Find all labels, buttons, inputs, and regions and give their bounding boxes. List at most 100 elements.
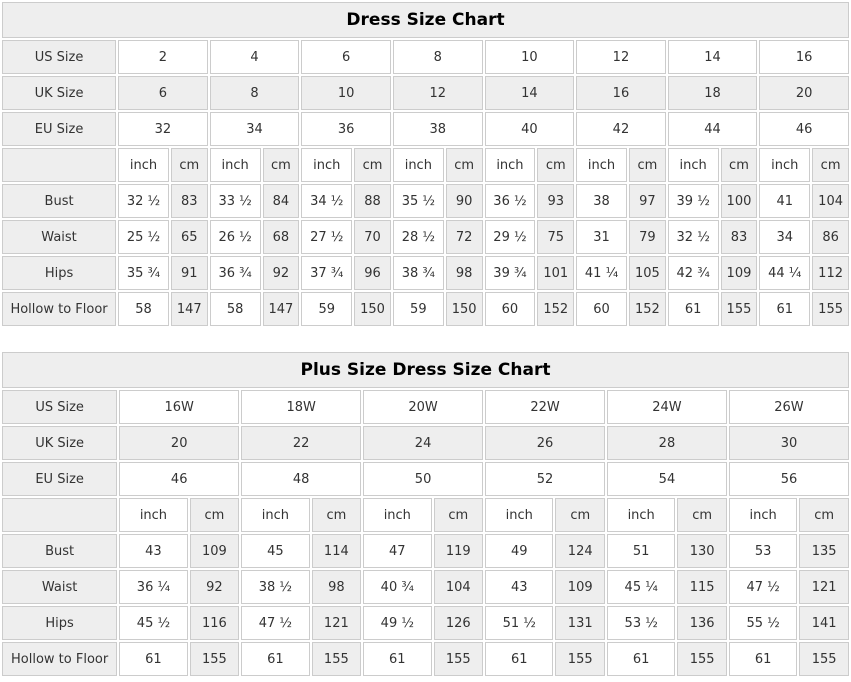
row-label: UK Size	[2, 76, 117, 110]
measure-cm-cell: 155	[677, 642, 727, 676]
row-label: UK Size	[2, 426, 118, 460]
measure-inch-cell: 28 ½	[392, 220, 444, 254]
measure-inch-cell: 47 ½	[728, 570, 798, 604]
measure-cm-cell: 155	[720, 292, 758, 326]
measure-cm-cell: 65	[170, 220, 208, 254]
measure-inch-cell: 53 ½	[606, 606, 676, 640]
measure-inch-cell: 47	[363, 534, 432, 568]
measure-inch-cell: 55 ½	[728, 606, 798, 640]
size-row: US Size 2 4 6 8 10 12 14 16	[2, 40, 849, 74]
size-value-cell: 26W	[728, 390, 849, 424]
measure-inch-cell: 40 ¾	[363, 570, 432, 604]
unit-inch-cell: inch	[484, 148, 536, 182]
measure-inch-cell: 59	[392, 292, 444, 326]
size-value-cell: 12	[576, 40, 666, 74]
measure-cm-cell: 155	[433, 642, 484, 676]
measure-cm-cell: 96	[354, 256, 391, 290]
table-body: US Size 2 4 6 8 10 12 14 16 UK Size 6 8 10 12 14 16 18 20…	[2, 40, 849, 326]
measure-inch-cell: 36 ¾	[209, 256, 261, 290]
row-label: Hollow to Floor	[2, 292, 117, 326]
unit-cm-cell: cm	[445, 148, 483, 182]
measure-cm-cell: 150	[445, 292, 483, 326]
unit-inch-cell: inch	[209, 148, 261, 182]
unit-cm-cell: cm	[170, 148, 208, 182]
unit-cm-cell: cm	[628, 148, 666, 182]
measure-inch-cell: 51	[606, 534, 676, 568]
measure-inch-cell: 61	[728, 642, 798, 676]
size-value-cell: 18	[667, 76, 758, 110]
measure-inch-cell: 41 ¼	[576, 256, 627, 290]
measure-cm-cell: 72	[445, 220, 483, 254]
measure-cm-cell: 135	[799, 534, 849, 568]
measure-cm-cell: 109	[720, 256, 758, 290]
measure-cm-cell: 97	[628, 184, 666, 218]
measure-cm-cell: 88	[354, 184, 391, 218]
measure-cm-cell: 141	[799, 606, 849, 640]
measure-cm-cell: 121	[799, 570, 849, 604]
measure-inch-cell: 32 ½	[118, 184, 169, 218]
measure-inch-cell: 36 ¼	[119, 570, 188, 604]
unit-inch-cell: inch	[576, 148, 627, 182]
row-label: Hips	[2, 606, 118, 640]
size-value-cell: 46	[119, 462, 240, 496]
measure-inch-cell: 32 ½	[667, 220, 719, 254]
size-row: US Size 16W 18W 20W 22W 24W 26W	[2, 390, 849, 424]
measure-row: Waist 36 ¼ 92 38 ½ 98 40 ¾ 104 43 109 45 ¼ 115 47 ½…	[2, 570, 849, 604]
unit-cm-cell: cm	[189, 498, 240, 532]
measure-inch-cell: 38 ½	[241, 570, 310, 604]
measure-cm-cell: 101	[537, 256, 575, 290]
unit-cm-cell: cm	[720, 148, 758, 182]
size-value-cell: 20	[759, 76, 849, 110]
measure-cm-cell: 130	[677, 534, 727, 568]
unit-header-row: inch cm inch cm inch cm inch cm inch cm inch cm inch…	[2, 148, 849, 182]
size-value-cell: 16	[576, 76, 666, 110]
measure-cm-cell: 109	[555, 570, 605, 604]
measure-inch-cell: 25 ½	[118, 220, 169, 254]
unit-inch-cell: inch	[301, 148, 353, 182]
unit-cm-cell: cm	[555, 498, 605, 532]
size-value-cell: 42	[576, 112, 666, 146]
size-value-cell: 6	[118, 76, 208, 110]
measure-inch-cell: 49 ½	[363, 606, 432, 640]
measure-cm-cell: 124	[555, 534, 605, 568]
size-value-cell: 56	[728, 462, 849, 496]
measure-inch-cell: 60	[484, 292, 536, 326]
measure-inch-cell: 61	[119, 642, 188, 676]
measure-cm-cell: 83	[720, 220, 758, 254]
size-value-cell: 44	[667, 112, 758, 146]
size-value-cell: 20	[119, 426, 240, 460]
measure-cm-cell: 91	[170, 256, 208, 290]
size-value-cell: 34	[209, 112, 300, 146]
measure-cm-cell: 100	[720, 184, 758, 218]
measure-cm-cell: 92	[189, 570, 240, 604]
row-label: Hollow to Floor	[2, 642, 118, 676]
measure-cm-cell: 155	[812, 292, 849, 326]
row-label: US Size	[2, 40, 117, 74]
unit-header-row: inch cm inch cm inch cm inch cm inch cm inch cm	[2, 498, 849, 532]
row-label-empty	[2, 148, 117, 182]
measure-inch-cell: 61	[759, 292, 811, 326]
unit-inch-cell: inch	[759, 148, 811, 182]
measure-inch-cell: 35 ¾	[118, 256, 169, 290]
size-value-cell: 16	[759, 40, 849, 74]
measure-cm-cell: 109	[189, 534, 240, 568]
unit-inch-cell: inch	[118, 148, 169, 182]
unit-cm-cell: cm	[433, 498, 484, 532]
table-body: US Size 16W 18W 20W 22W 24W 26W UK Size 20 22 24 26…	[2, 390, 849, 676]
measure-cm-cell: 114	[311, 534, 362, 568]
row-label: EU Size	[2, 462, 118, 496]
row-label: EU Size	[2, 112, 117, 146]
measure-inch-cell: 34 ½	[301, 184, 353, 218]
measure-inch-cell: 33 ½	[209, 184, 261, 218]
size-value-cell: 20W	[363, 390, 484, 424]
size-value-cell: 30	[728, 426, 849, 460]
size-value-cell: 10	[484, 40, 575, 74]
unit-cm-cell: cm	[311, 498, 362, 532]
size-value-cell: 36	[301, 112, 391, 146]
measure-inch-cell: 43	[119, 534, 188, 568]
measure-cm-cell: 112	[812, 256, 849, 290]
unit-inch-cell: inch	[363, 498, 432, 532]
measure-row: Bust 43 109 45 114 47 119 49 124 51 130 53 135	[2, 534, 849, 568]
measure-cm-cell: 79	[628, 220, 666, 254]
table-divider-gap	[0, 328, 851, 350]
